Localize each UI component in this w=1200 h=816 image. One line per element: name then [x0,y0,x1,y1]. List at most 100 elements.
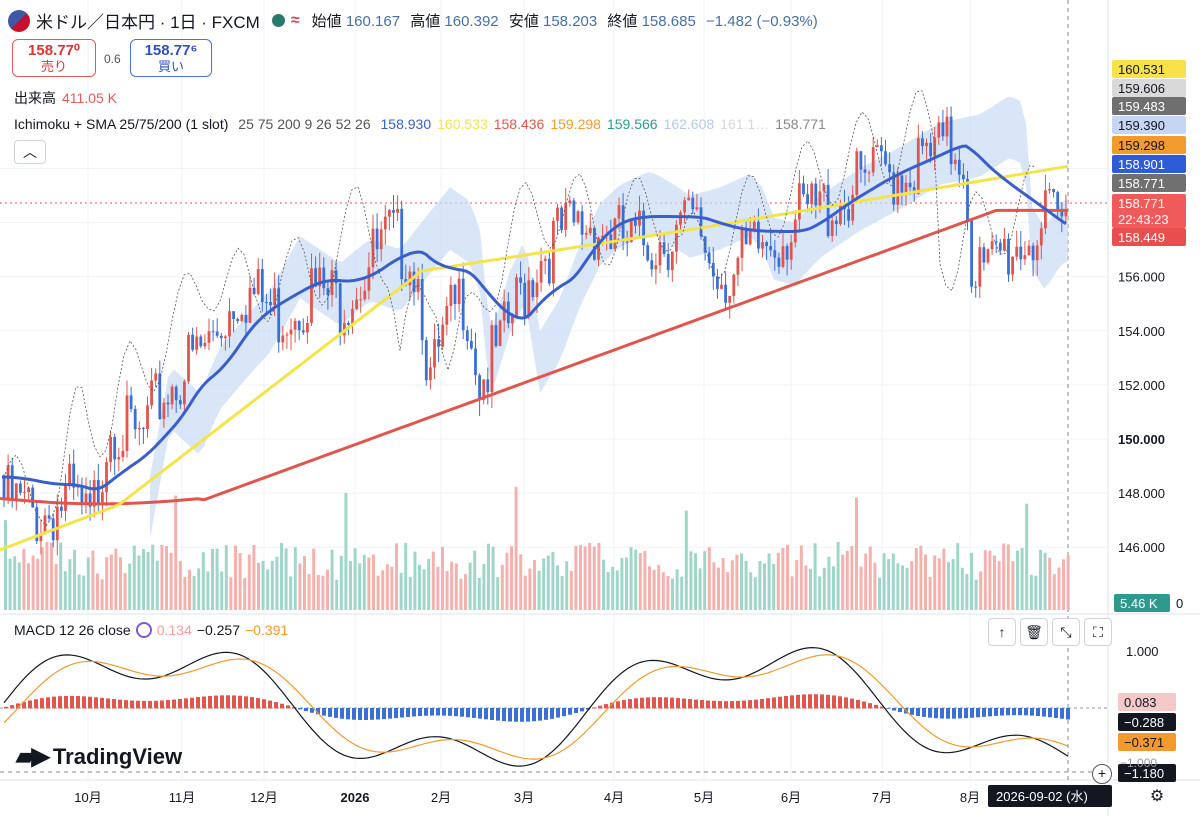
volume-bar [252,544,256,610]
macd-hist-bar [280,703,284,709]
macd-hist-bar [196,697,200,709]
candle-body [318,267,322,287]
price-tick: 148.000 [1118,486,1165,501]
candle-body [392,209,395,213]
volume-bar [54,564,58,610]
price-badge [1112,174,1186,192]
candle-body [1031,245,1035,261]
volume-legend[interactable]: 出来高 411.05 K [14,88,117,108]
price-tick: 156.000 [1118,270,1165,285]
candle-body [752,221,756,232]
volume-bar [22,548,26,610]
sell-button[interactable]: 158.77⁰ 売り [12,39,96,77]
macd-hist-bar [892,708,896,711]
candle-body [433,339,436,368]
candle-body [347,322,350,325]
candle-body [511,316,514,324]
candle-body [265,301,268,303]
macd-hist-bar [202,696,206,709]
candle-body [2,476,6,498]
candle-body [43,515,47,535]
candle-body [547,258,551,284]
volume-bar [349,561,352,610]
macd-hist-bar [862,701,866,709]
gear-icon[interactable]: ⚙ [1149,788,1165,805]
ichimoku-label: Ichimoku + SMA 25/75/200 (1 slot) [14,116,229,132]
macd-hist-bar [604,704,608,709]
volume-bar [652,569,656,610]
macd-hist-bar [826,694,830,709]
macd-hist-bar [736,700,740,709]
candle-body [224,336,227,339]
candle-body [310,268,313,323]
volume-bar [960,567,964,610]
price-badge-text: 158.449 [1118,230,1165,245]
macd-legend[interactable]: MACD 12 26 close 0.134 −0.257 −0.391 [14,622,288,638]
candle-body [23,491,26,493]
volume-bar [197,568,201,610]
volume-bar [399,572,403,610]
symbol-title[interactable]: 米ドル／日本円 · 1日 · FXCM [36,13,260,32]
candle-body [371,228,375,268]
candle-body [748,231,752,245]
candle-body [228,311,231,337]
arrow-up-icon[interactable]: ↑ [988,618,1016,646]
volume-bar [385,564,389,610]
volume-bar [284,548,288,610]
candle-body [195,336,199,350]
chevron-up-icon[interactable]: ︿ [14,140,46,164]
volume-bar [602,559,605,610]
candle-body [716,276,719,289]
macd-hist-bar [316,708,320,715]
volume-bar [109,554,113,610]
macd-partial-tick: −1.000 [1120,756,1157,770]
volume-bar [818,576,822,610]
candle-body [703,236,707,253]
candle-body [478,375,481,400]
trash-icon[interactable]: 🗑 [1020,618,1048,646]
candle-body [449,284,453,306]
macd-tick: 1.000 [1126,644,1159,659]
candle-body [814,183,818,206]
candle-body [834,220,838,225]
candle-body [494,325,498,347]
candle-body [355,299,358,309]
maximize-icon[interactable]: ⛶ [1084,618,1112,646]
volume-bar [910,561,914,610]
volume-bar [868,546,872,610]
macd-hist-bar [400,708,404,718]
candle-body [383,216,387,230]
collapse-icon[interactable]: ⤡ [1052,618,1080,646]
candle-body [375,228,379,250]
price-badge [1112,194,1186,212]
price-badge-text: 158.771 [1118,176,1165,191]
volume-bar [1029,574,1033,610]
volume-bar [307,573,311,610]
macd-hist-bar [1066,708,1070,720]
volume-bar [1006,544,1010,610]
volume-bar [211,549,214,610]
volume-bar [776,552,780,610]
volume-bar [749,572,753,610]
candle-body [174,386,178,401]
macd-hist-bar [946,708,950,719]
candle-body [851,194,855,221]
macd-hist-bar [358,708,362,720]
ichimoku-legend[interactable]: Ichimoku + SMA 25/75/200 (1 slot) 25 75 … [14,116,838,132]
lagging-span [3,90,1037,527]
candle-body [232,311,235,319]
candle-body [1023,255,1027,260]
price-badge-text: 158.901 [1118,157,1165,172]
logo-text: TradingView [52,743,183,769]
volume-bar [937,558,941,610]
plus-icon[interactable]: + [1092,764,1112,784]
candle-body [142,427,145,429]
macd-hist-bar [526,708,530,722]
volume-bar [974,579,978,610]
macd-hist-bar [562,708,566,717]
candle-body [896,175,900,205]
candle-body [289,329,293,335]
volume-bar [31,555,35,610]
volume-bar [275,556,279,610]
buy-button[interactable]: 158.77⁶ 買い [130,39,212,77]
